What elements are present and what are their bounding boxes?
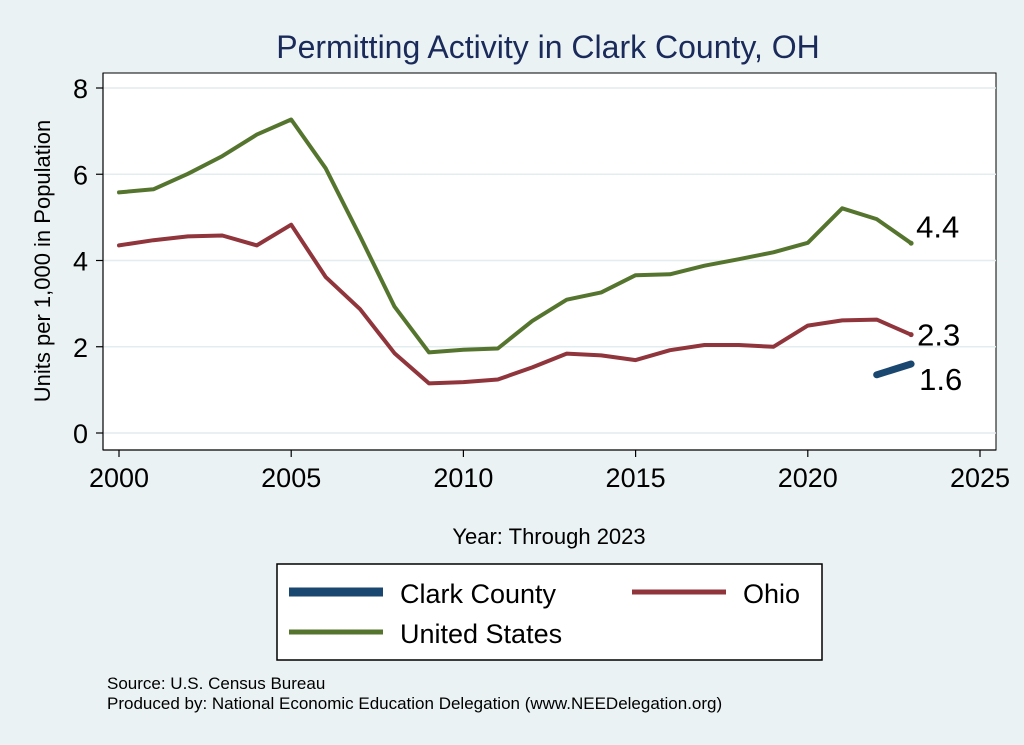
series-end-point xyxy=(908,361,914,367)
source-note: Source: U.S. Census Bureau xyxy=(107,674,325,693)
plot-area xyxy=(102,72,997,451)
y-tick-label: 0 xyxy=(73,419,88,449)
end-label: 2.3 xyxy=(917,318,960,353)
x-tick-label: 2020 xyxy=(778,463,838,493)
gridlines xyxy=(103,87,996,434)
series-line-ohio xyxy=(117,222,914,386)
legend-label: United States xyxy=(400,619,562,649)
series-line-united-states xyxy=(117,117,914,355)
series-line-clark-county xyxy=(873,360,915,379)
x-tick-label: 2000 xyxy=(89,463,149,493)
legend-label: Ohio xyxy=(743,579,800,609)
x-tick-label: 2015 xyxy=(606,463,666,493)
y-tick-label: 2 xyxy=(73,333,88,363)
x-tick-label: 2010 xyxy=(433,463,493,493)
x-tick-label: 2025 xyxy=(950,463,1010,493)
legend xyxy=(276,563,823,661)
x-tick-label: 2005 xyxy=(261,463,321,493)
end-label: 1.6 xyxy=(919,362,962,397)
x-axis: 2000 2005 2010 2015 2020 2025 xyxy=(89,450,1010,493)
end-labels: 1.6 2.3 4.4 xyxy=(916,209,962,397)
y-axis: 0 2 4 6 8 xyxy=(73,74,103,449)
y-tick-label: 8 xyxy=(73,74,88,104)
end-label: 4.4 xyxy=(916,209,959,244)
y-tick-label: 6 xyxy=(73,160,88,190)
series-end-point xyxy=(908,332,914,338)
legend-label: Clark County xyxy=(400,579,557,609)
x-axis-label: Year: Through 2023 xyxy=(452,524,645,549)
y-axis-label: Units per 1,000 in Population xyxy=(30,120,55,403)
series-end-point xyxy=(908,240,914,246)
produced-by-note: Produced by: National Economic Education… xyxy=(107,694,722,713)
legend-entries: Clark County Ohio United States xyxy=(289,579,800,649)
series-lines xyxy=(117,117,915,386)
chart-title: Permitting Activity in Clark County, OH xyxy=(276,29,820,65)
y-tick-label: 4 xyxy=(73,247,88,277)
